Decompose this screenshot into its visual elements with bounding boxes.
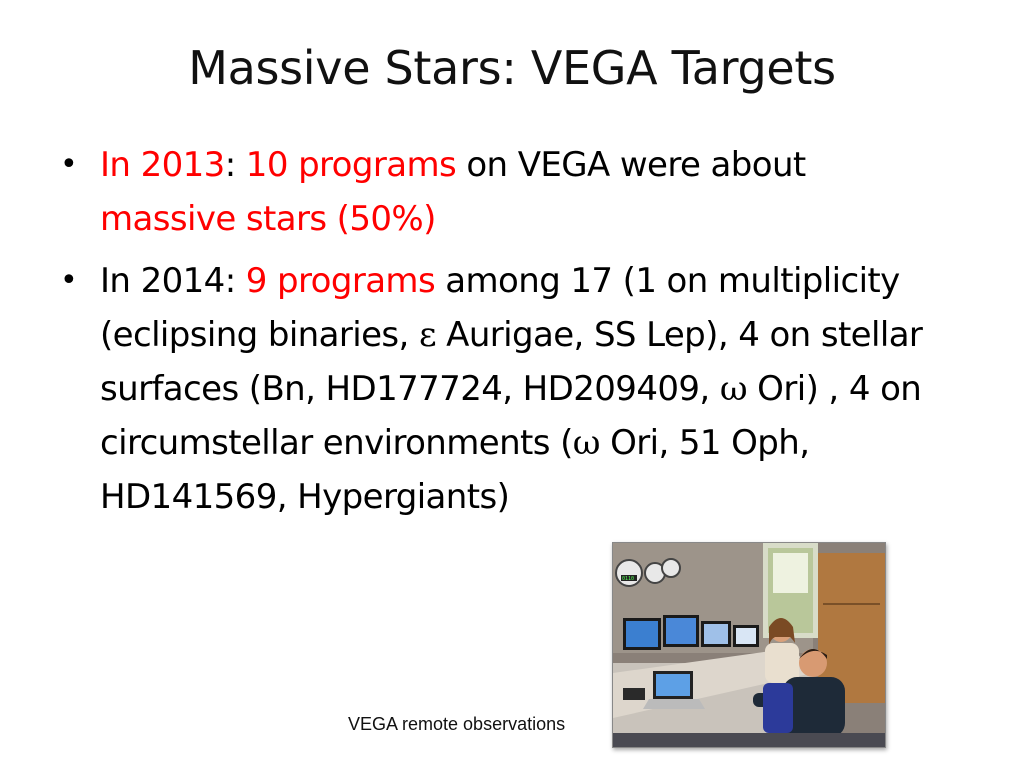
bullet-text-segment: 10 programs — [245, 145, 457, 185]
bullet-text-segment: ε — [418, 315, 437, 355]
bullet-text-segment: 9 programs — [245, 261, 436, 301]
bullet-text-segment: ω — [572, 423, 601, 463]
bullet-text-segment: : — [224, 145, 246, 185]
bullet-item: • In 2014: 9 programs among 17 (1 on mult… — [58, 254, 938, 524]
bullet-text-segment: massive stars (50%) — [100, 199, 436, 239]
bullet-text-segment: In 2014: — [100, 261, 246, 301]
bullet-marker: • — [60, 147, 78, 182]
bullet-text-segment: among 17 (1 on multiplicity (eclipsing b… — [100, 261, 900, 355]
bullet-text-segment: on VEGA were about — [456, 145, 806, 185]
bullet-text-segment: Ori, 51 Oph, HD141569, Hypergiants) — [100, 423, 810, 517]
slide-title: Massive Stars: VEGA Targets — [188, 41, 836, 95]
bullet-text-segment: In 2013 — [100, 145, 225, 185]
photo-caption: VEGA remote observations — [348, 714, 566, 734]
bullet-list: • In 2013: 10 programs on VEGA were about… — [58, 138, 938, 532]
bullet-text-segment: Aurigae, SS Lep), 4 on stellar surfaces … — [100, 315, 923, 409]
bullet-marker: • — [60, 263, 78, 298]
bullet-text-segment: ω — [719, 369, 748, 409]
bullet-item: • In 2013: 10 programs on VEGA were about… — [58, 138, 938, 246]
bullet-text-segment: Ori) , 4 on circumstellar environments ( — [100, 369, 922, 463]
vega-remote-observations-photo: 0110 — [612, 542, 886, 748]
clock-display: 0110 — [622, 576, 634, 582]
